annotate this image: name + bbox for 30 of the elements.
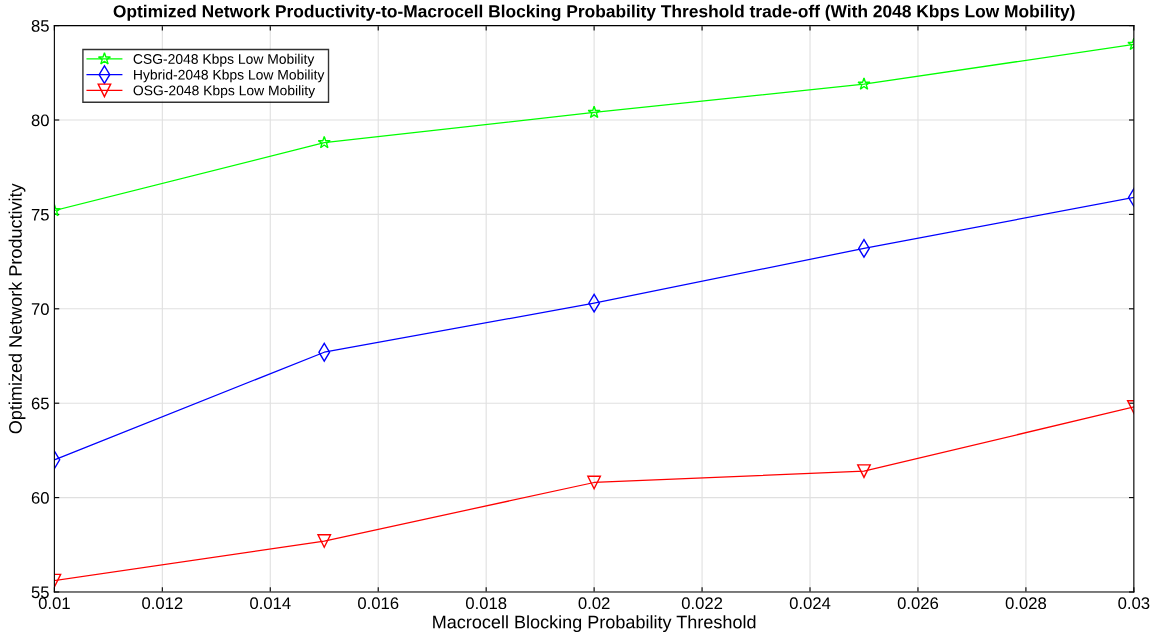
y-tick-label: 60 (31, 492, 49, 504)
y-tick-label: 55 (31, 586, 49, 599)
y-tick-label: 75 (31, 208, 49, 221)
x-tick-label: 0.016 (358, 597, 399, 610)
legend-label: Hybrid-2048 Kbps Low Mobility (134, 69, 325, 83)
x-tick-label: 0.018 (465, 597, 507, 610)
x-axis-title: Macrocell Blocking Probability Threshold (433, 615, 756, 633)
y-tick-label: 80 (31, 114, 49, 127)
legend-label: CSG-2048 Kbps Low Mobility (133, 53, 315, 67)
chart-title: Optimized Network Productivity-to-Macrocell Blocking Probability Threshold trade-off (With 2048 Kbps Low Mobility) (113, 4, 1075, 21)
y-axis-title: Optimized Network Productivity (8, 183, 26, 434)
point (857, 77, 871, 90)
point (587, 475, 602, 490)
x-tick-label: 0.01 (38, 597, 70, 610)
y-tick-label: 70 (31, 303, 49, 315)
point (857, 464, 871, 479)
point (587, 105, 601, 119)
x-tick-label: 0.028 (1005, 597, 1047, 610)
x-tick-label: 0.014 (250, 597, 291, 610)
y-tick-label: 85 (31, 20, 49, 32)
legend-label: OSG-2048 Kbps Low Mobility (133, 85, 316, 99)
x-tick-label: 0.022 (681, 597, 723, 610)
x-tick-label: 0.024 (789, 597, 831, 610)
x-tick-label: 0.026 (897, 597, 939, 610)
y-tick-label: 65 (31, 397, 49, 410)
point (317, 534, 332, 548)
x-tick-label: 0.03 (1118, 597, 1150, 610)
x-tick-label: 0.012 (142, 597, 183, 610)
point (317, 135, 331, 149)
x-tick-label: 0.02 (578, 597, 610, 610)
